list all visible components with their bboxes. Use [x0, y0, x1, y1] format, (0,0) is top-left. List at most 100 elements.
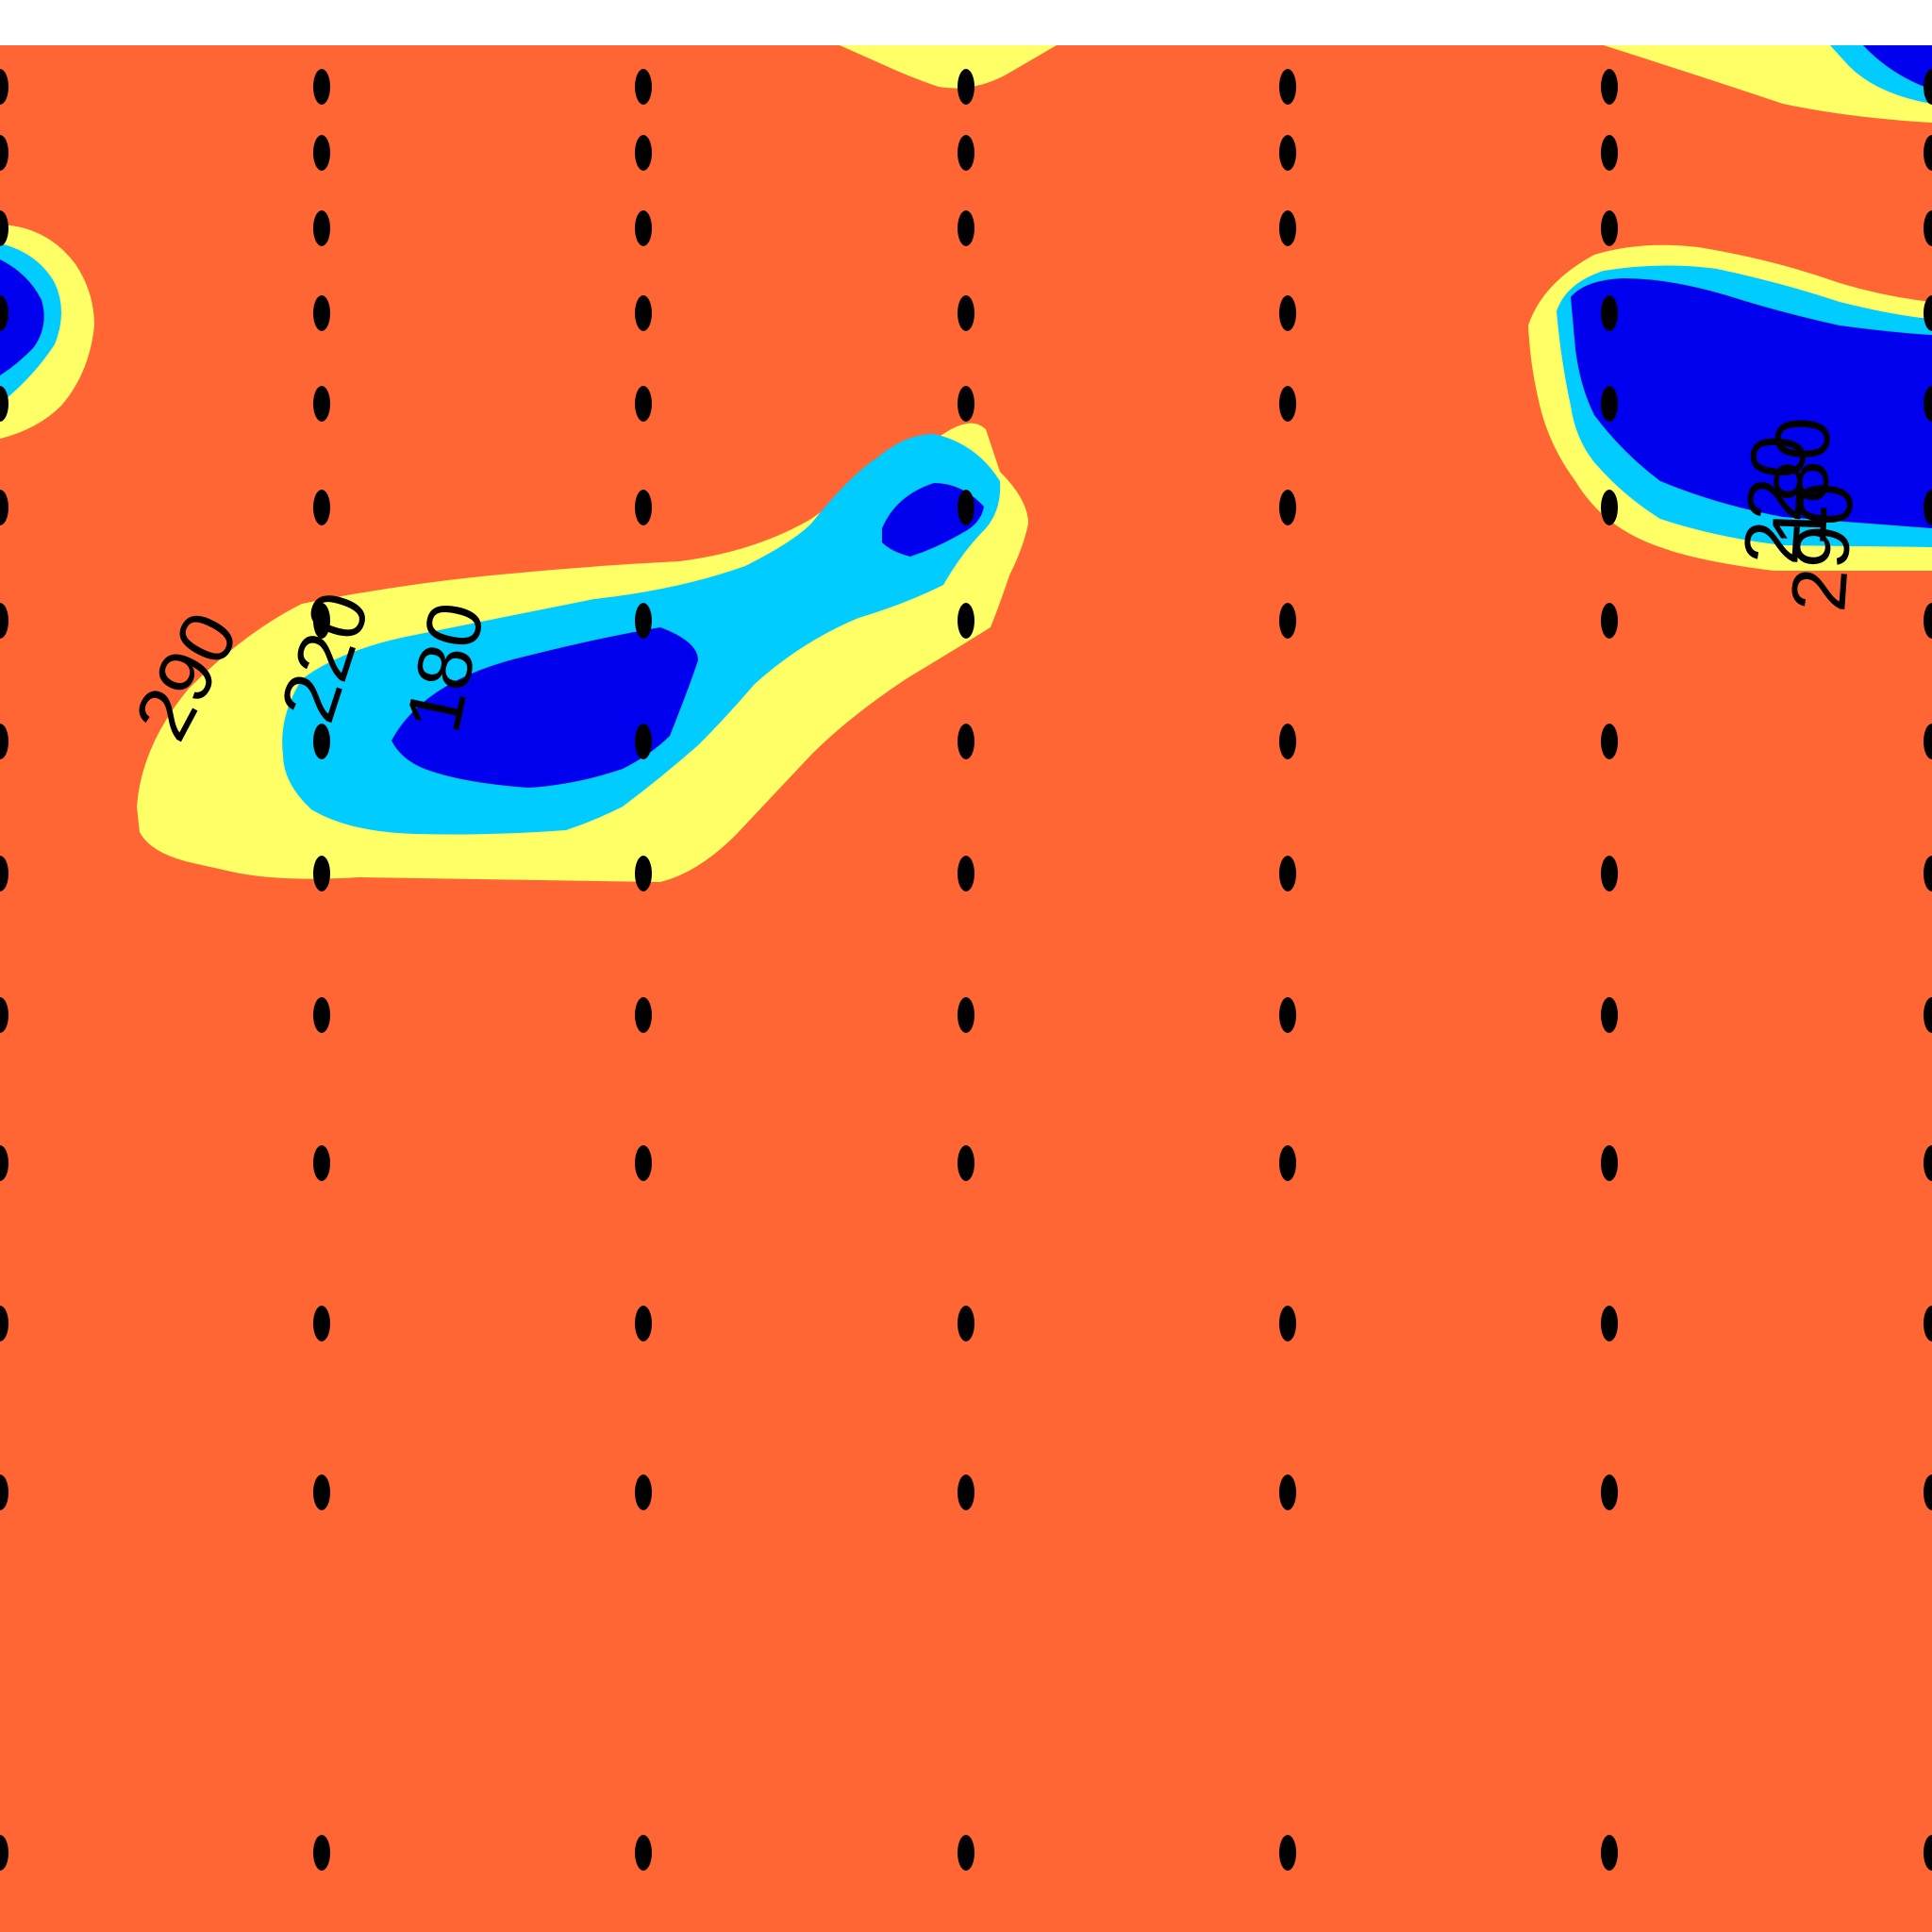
marker-dot-c0-r4 — [0, 386, 8, 422]
marker-dot-c1-r5 — [313, 490, 330, 525]
contour-label-180-right: 180 — [1757, 416, 1847, 548]
white-margin — [0, 0, 1932, 45]
marker-dot-c4-r4 — [1279, 386, 1296, 422]
marker-dot-c0-r0 — [0, 69, 8, 105]
marker-dot-c0-r2 — [0, 210, 8, 246]
marker-dot-c4-r11 — [1279, 1306, 1296, 1341]
marker-dot-c3-r4 — [958, 386, 974, 422]
marker-dot-c6-r7 — [1924, 724, 1932, 759]
marker-dot-c6-r0 — [1924, 69, 1932, 105]
marker-dot-c1-r3 — [313, 295, 330, 331]
marker-dot-c0-r11 — [0, 1306, 8, 1341]
marker-dot-c5-r3 — [1601, 295, 1618, 331]
marker-dot-c2-r3 — [635, 295, 652, 331]
marker-dot-c2-r8 — [635, 856, 652, 891]
marker-dot-c2-r6 — [635, 603, 652, 639]
marker-dot-c1-r0 — [313, 69, 330, 105]
marker-dot-c3-r1 — [958, 135, 974, 171]
marker-dot-c4-r1 — [1279, 135, 1296, 171]
region-right-180 — [1571, 278, 1932, 528]
marker-dot-c1-r8 — [313, 856, 330, 891]
marker-dot-c6-r4 — [1924, 386, 1932, 422]
marker-dot-c1-r11 — [313, 1306, 330, 1341]
marker-dot-c6-r3 — [1924, 295, 1932, 331]
marker-dot-c0-r5 — [0, 490, 8, 525]
marker-dot-c5-r2 — [1601, 210, 1618, 246]
marker-dot-c3-r0 — [958, 69, 974, 105]
marker-dot-c2-r11 — [635, 1306, 652, 1341]
marker-dot-c4-r3 — [1279, 295, 1296, 331]
marker-dot-c2-r2 — [635, 210, 652, 246]
marker-dot-c3-r10 — [958, 1145, 974, 1181]
marker-dot-c2-r13 — [635, 1835, 652, 1871]
marker-dot-c1-r9 — [313, 997, 330, 1033]
contour-label-290-right: 290 — [1775, 479, 1870, 614]
marker-dot-c0-r3 — [0, 295, 8, 331]
marker-dot-c2-r0 — [635, 69, 652, 105]
marker-dot-c0-r9 — [0, 997, 8, 1033]
marker-dot-c5-r12 — [1601, 1474, 1618, 1510]
marker-dot-c2-r9 — [635, 997, 652, 1033]
marker-dot-c5-r4 — [1601, 386, 1618, 422]
marker-dot-c5-r0 — [1601, 69, 1618, 105]
region-topright-180 — [1863, 45, 1932, 90]
marker-dot-c1-r13 — [313, 1835, 330, 1871]
marker-dot-c3-r12 — [958, 1474, 974, 1510]
region-center-180-a — [391, 627, 698, 788]
marker-dot-c0-r13 — [0, 1835, 8, 1871]
marker-dot-c6-r10 — [1924, 1145, 1932, 1181]
marker-dot-c0-r8 — [0, 856, 8, 891]
marker-dot-c4-r13 — [1279, 1835, 1296, 1871]
marker-dot-c0-r1 — [0, 135, 8, 171]
marker-dot-c5-r5 — [1601, 490, 1618, 525]
marker-dot-c3-r8 — [958, 856, 974, 891]
marker-grid — [0, 69, 1932, 1871]
marker-dot-c4-r6 — [1279, 603, 1296, 639]
marker-dot-c1-r4 — [313, 386, 330, 422]
marker-dot-c4-r12 — [1279, 1474, 1296, 1510]
contour-label-220-right: 220 — [1728, 432, 1823, 567]
marker-dot-c3-r3 — [958, 295, 974, 331]
marker-dot-c5-r13 — [1601, 1835, 1618, 1871]
region-leftedge-180 — [0, 259, 44, 375]
marker-dot-c0-r12 — [0, 1474, 8, 1510]
marker-dot-c3-r13 — [958, 1835, 974, 1871]
marker-dot-c1-r2 — [313, 210, 330, 246]
marker-dot-c4-r5 — [1279, 490, 1296, 525]
marker-dot-c5-r1 — [1601, 135, 1618, 171]
marker-dot-c1-r7 — [313, 724, 330, 759]
marker-dot-c3-r6 — [958, 603, 974, 639]
marker-dot-c4-r2 — [1279, 210, 1296, 246]
marker-dot-c6-r11 — [1924, 1306, 1932, 1341]
marker-dot-c3-r9 — [958, 997, 974, 1033]
marker-dot-c1-r6 — [313, 603, 330, 639]
marker-dot-c2-r1 — [635, 135, 652, 171]
marker-dot-c3-r2 — [958, 210, 974, 246]
marker-dot-c6-r12 — [1924, 1474, 1932, 1510]
marker-dot-c6-r8 — [1924, 856, 1932, 891]
marker-dot-c1-r12 — [313, 1474, 330, 1510]
marker-dot-c5-r11 — [1601, 1306, 1618, 1341]
marker-dot-c3-r7 — [958, 724, 974, 759]
marker-dot-c1-r10 — [313, 1145, 330, 1181]
marker-dot-c2-r5 — [635, 490, 652, 525]
marker-dot-c0-r10 — [0, 1145, 8, 1181]
marker-dot-c2-r12 — [635, 1474, 652, 1510]
marker-dot-c5-r9 — [1601, 997, 1618, 1033]
region-top-lobe-290 — [840, 45, 1057, 89]
marker-dot-c4-r0 — [1279, 69, 1296, 105]
marker-dot-c2-r7 — [635, 724, 652, 759]
marker-dot-c6-r5 — [1924, 490, 1932, 525]
marker-dot-c4-r8 — [1279, 856, 1296, 891]
marker-dot-c2-r10 — [635, 1145, 652, 1181]
marker-dot-c4-r7 — [1279, 724, 1296, 759]
marker-dot-c5-r8 — [1601, 856, 1618, 891]
marker-dot-c0-r6 — [0, 603, 8, 639]
marker-dot-c3-r11 — [958, 1306, 974, 1341]
marker-dot-c5-r7 — [1601, 724, 1618, 759]
marker-dot-c3-r5 — [958, 490, 974, 525]
marker-dot-c2-r4 — [635, 386, 652, 422]
marker-dot-c6-r2 — [1924, 210, 1932, 246]
marker-dot-c4-r10 — [1279, 1145, 1296, 1181]
